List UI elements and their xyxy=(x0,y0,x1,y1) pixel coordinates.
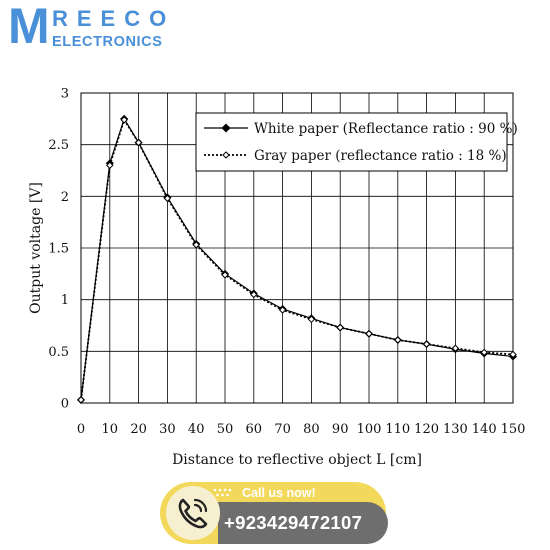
call-icon-circle xyxy=(166,486,220,540)
call-us-badge[interactable]: Call us now! +923429472107 xyxy=(160,478,392,546)
x-axis-label: Distance to reflective object L [cm] xyxy=(172,452,422,468)
gray-paper-point xyxy=(307,315,316,324)
y-tick-label: 0.5 xyxy=(48,345,69,360)
logo-top-text: REECO xyxy=(52,6,176,31)
plot-frame xyxy=(80,92,514,404)
gray-paper-point xyxy=(163,194,172,203)
brand-logo: M REECO ELECTRONICS xyxy=(8,0,198,54)
x-tick-label: 130 xyxy=(443,422,468,437)
x-tick-label: 30 xyxy=(159,422,176,437)
gray-paper-point xyxy=(278,306,287,314)
phone-icon xyxy=(178,498,208,529)
y-axis-label: Output voltage [V] xyxy=(28,182,44,314)
logo-big-letter: M xyxy=(8,0,50,54)
legend-label: White paper (Reflectance ratio : 90 %) xyxy=(254,121,518,137)
logo-bottom-text: ELECTRONICS xyxy=(52,34,163,50)
y-tick-label: 1.5 xyxy=(48,242,69,257)
call-us-label: Call us now! xyxy=(242,486,316,500)
voltage-distance-chart: 0 10 20 30 40 50 60 70 80 90 100 110 120 130 140 150 0 0.… xyxy=(28,87,526,469)
legend-box xyxy=(195,112,508,172)
gray-paper-point xyxy=(106,161,114,170)
x-tick-label: 40 xyxy=(188,422,205,437)
x-tick-label: 10 xyxy=(102,422,119,437)
gray-paper-point xyxy=(451,344,460,352)
x-tick-label: 0 xyxy=(77,422,85,437)
x-tick-label: 50 xyxy=(217,422,234,437)
phone-number[interactable]: +923429472107 xyxy=(224,512,363,533)
gray-paper-point xyxy=(480,348,488,357)
x-tick-label: 100 xyxy=(357,422,382,437)
legend-marker xyxy=(221,123,231,133)
gray-paper-point xyxy=(509,350,517,359)
gray-paper-point xyxy=(77,396,85,404)
call-number-panel xyxy=(218,502,388,544)
x-tick-label: 110 xyxy=(385,422,410,437)
x-tick-label: 140 xyxy=(472,422,497,437)
gray-paper-point xyxy=(134,138,143,147)
x-tick-label: 150 xyxy=(501,422,526,437)
gray-paper-point xyxy=(422,340,431,348)
y-tick-label: 0 xyxy=(61,397,69,412)
x-tick-label: 120 xyxy=(414,422,439,437)
x-tick-label: 80 xyxy=(303,422,320,437)
gray-paper-point xyxy=(192,241,200,249)
x-tick-label: 90 xyxy=(332,422,349,437)
legend-marker xyxy=(222,151,230,159)
y-tick-label: 1 xyxy=(61,293,69,308)
gray-paper-point xyxy=(120,116,128,124)
gray-paper-point xyxy=(394,336,402,344)
gray-paper-point xyxy=(365,330,373,338)
x-tick-label: 20 xyxy=(130,422,147,437)
x-tick-label: 70 xyxy=(274,422,291,437)
x-tick-label: 60 xyxy=(246,422,263,437)
legend-label: Gray paper (reflectance ratio : 18 %) xyxy=(254,148,507,164)
y-tick-label: 2 xyxy=(61,190,69,205)
y-tick-label: 3 xyxy=(61,87,69,102)
gray-paper-point xyxy=(250,290,258,299)
dots-decoration xyxy=(213,488,232,497)
gray-paper-point xyxy=(221,271,229,279)
y-tick-label: 2.5 xyxy=(48,138,69,153)
gray-paper-point xyxy=(336,323,344,332)
